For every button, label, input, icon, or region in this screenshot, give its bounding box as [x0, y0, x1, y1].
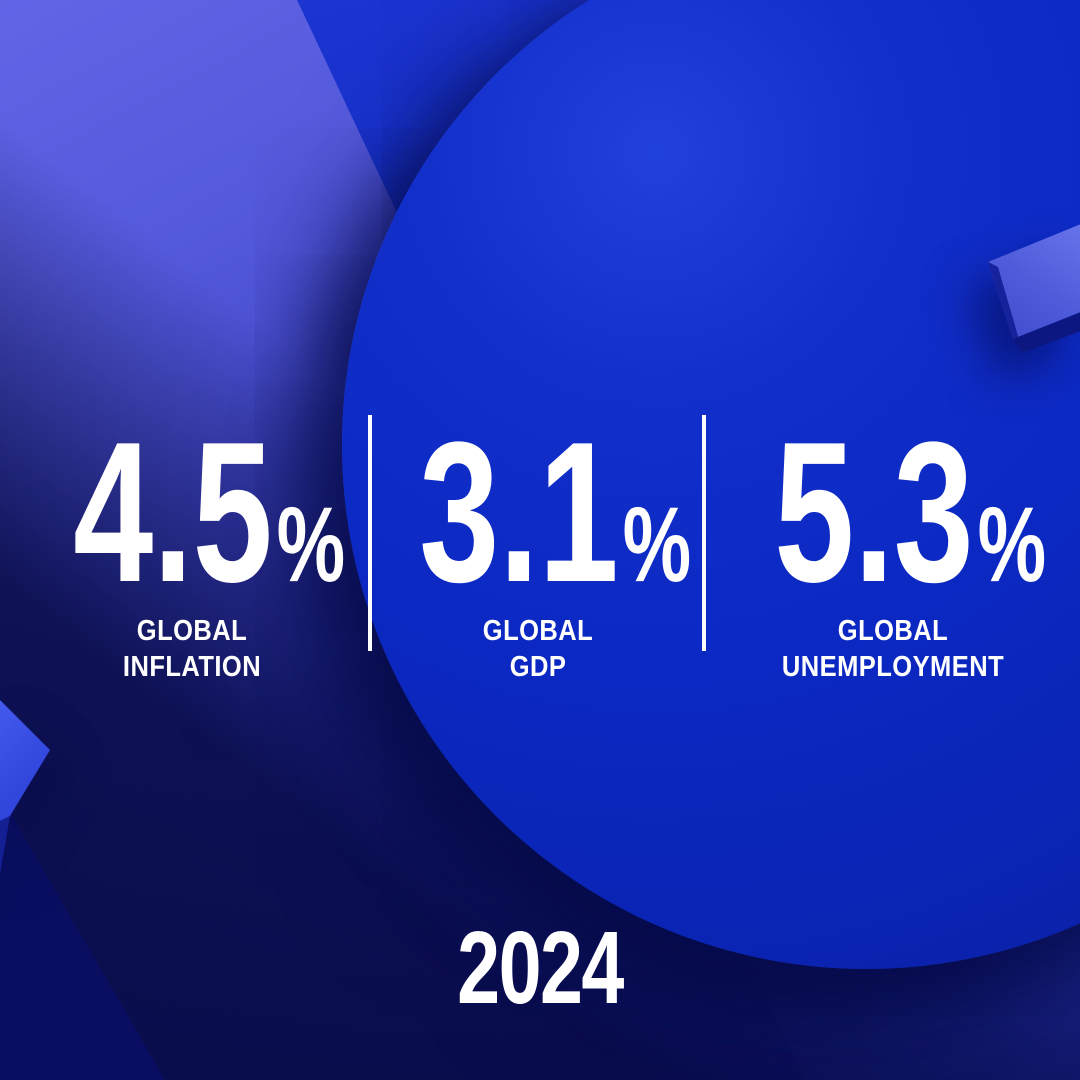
stat-label: GLOBAL UNEMPLOYMENT	[748, 613, 1038, 685]
stat-divider-line	[702, 415, 706, 651]
year-title: 2024	[457, 910, 624, 1025]
stat-label-line1: GLOBAL	[837, 615, 949, 647]
stat-global-unemployment: 5.3% GLOBAL UNEMPLOYMENT	[728, 413, 1058, 685]
right-3d-beam-shape	[975, 210, 1080, 370]
stat-value: 5.3	[774, 401, 974, 624]
stat-label-line1: GLOBAL	[136, 615, 248, 647]
stat-label-line2: INFLATION	[122, 651, 262, 683]
left-3d-wedge-shape	[0, 690, 66, 880]
percent-sign: %	[276, 484, 346, 604]
stat-label: GLOBAL INFLATION	[47, 613, 337, 685]
stat-divider-line	[368, 415, 372, 651]
stat-label-line2: UNEMPLOYMENT	[781, 651, 1005, 683]
stat-value: 3.1	[419, 401, 619, 624]
percent-sign: %	[622, 484, 692, 604]
stat-value-row: 4.5%	[73, 413, 345, 613]
stat-global-inflation: 4.5% GLOBAL INFLATION	[27, 413, 357, 685]
left-wedge-top-face	[0, 700, 50, 821]
stat-label-line1: GLOBAL	[482, 615, 594, 647]
stat-global-gdp: 3.1% GLOBAL GDP	[373, 413, 703, 685]
stat-value-row: 3.1%	[419, 413, 691, 613]
left-wedge-side-face	[0, 816, 10, 874]
stat-label-line2: GDP	[509, 651, 567, 683]
stat-value-row: 5.3%	[774, 413, 1046, 613]
percent-sign: %	[977, 484, 1047, 604]
stat-label: GLOBAL GDP	[393, 613, 683, 685]
stat-value: 4.5	[73, 401, 273, 624]
